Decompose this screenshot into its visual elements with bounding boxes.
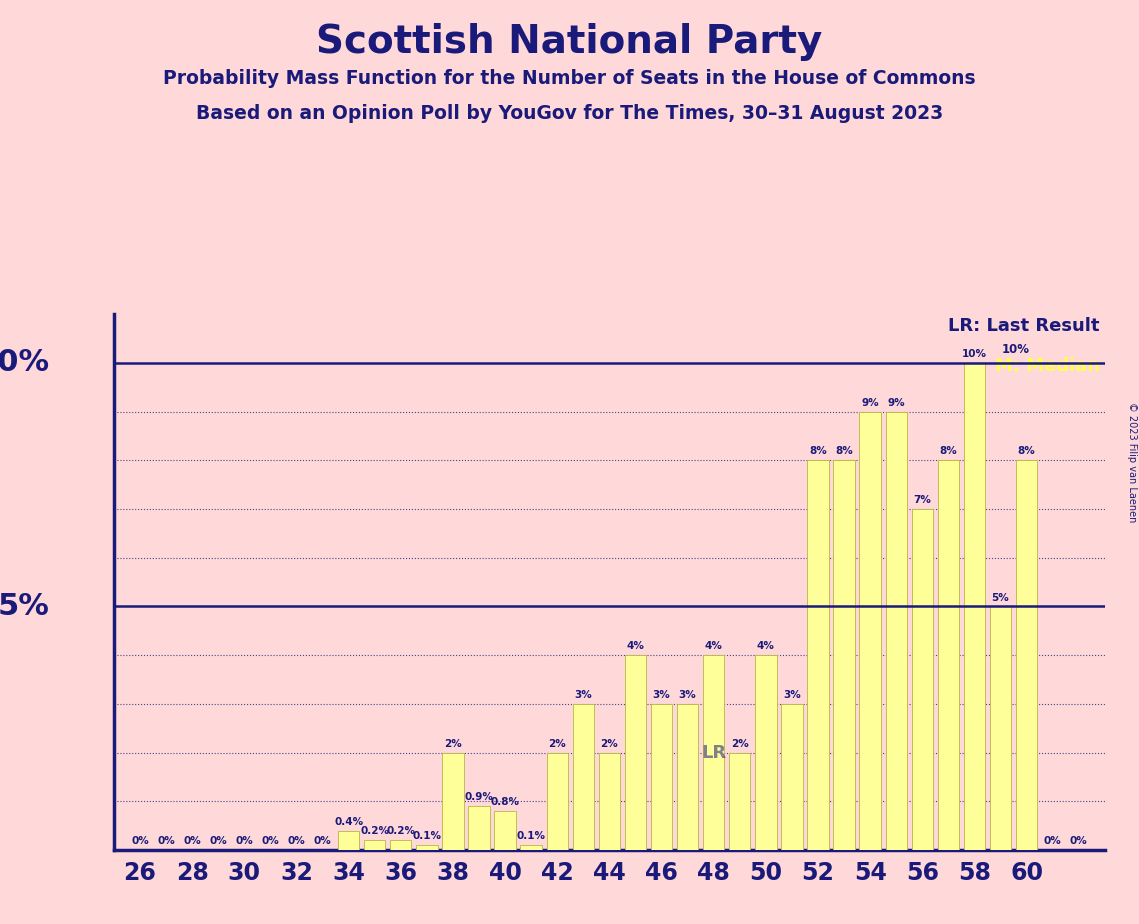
Text: 2%: 2% [444, 739, 461, 748]
Text: 9%: 9% [861, 397, 879, 407]
Bar [468, 807, 490, 850]
Bar [834, 460, 854, 850]
Text: M: Median: M: Median [994, 357, 1100, 375]
Bar [911, 509, 933, 850]
Text: 4%: 4% [626, 641, 645, 651]
Text: 0.1%: 0.1% [412, 832, 441, 842]
Bar [364, 840, 385, 850]
Text: 0.4%: 0.4% [334, 817, 363, 827]
Text: 4%: 4% [705, 641, 722, 651]
Bar [729, 753, 751, 850]
Text: 7%: 7% [913, 495, 932, 505]
Bar [547, 753, 568, 850]
Bar [937, 460, 959, 850]
Bar [860, 411, 880, 850]
Bar [442, 753, 464, 850]
Text: 3%: 3% [679, 690, 696, 700]
Text: 5%: 5% [992, 592, 1009, 602]
Text: 8%: 8% [940, 446, 957, 456]
Text: 0%: 0% [1043, 836, 1062, 846]
Text: 10%: 10% [1001, 343, 1030, 356]
Text: 0%: 0% [313, 836, 331, 846]
Text: 8%: 8% [809, 446, 827, 456]
Text: Probability Mass Function for the Number of Seats in the House of Commons: Probability Mass Function for the Number… [163, 69, 976, 89]
Text: 0%: 0% [131, 836, 149, 846]
Text: Based on an Opinion Poll by YouGov for The Times, 30–31 August 2023: Based on an Opinion Poll by YouGov for T… [196, 104, 943, 124]
Text: 3%: 3% [653, 690, 671, 700]
Bar [885, 411, 907, 850]
Text: 0.8%: 0.8% [491, 797, 519, 808]
Bar [964, 363, 985, 850]
Text: 0%: 0% [287, 836, 305, 846]
Bar [781, 704, 803, 850]
Text: 10%: 10% [962, 349, 988, 359]
Text: 9%: 9% [887, 397, 906, 407]
Bar [521, 845, 542, 850]
Text: 3%: 3% [782, 690, 801, 700]
Bar [338, 831, 359, 850]
Text: 0.1%: 0.1% [517, 832, 546, 842]
Bar [1016, 460, 1038, 850]
Text: 0%: 0% [210, 836, 227, 846]
Bar [808, 460, 829, 850]
Text: 8%: 8% [1018, 446, 1035, 456]
Text: © 2023 Filip van Laenen: © 2023 Filip van Laenen [1126, 402, 1137, 522]
Text: 0.2%: 0.2% [386, 826, 416, 836]
Text: 3%: 3% [574, 690, 592, 700]
Bar [625, 655, 646, 850]
Text: 5%: 5% [0, 592, 49, 621]
Text: Scottish National Party: Scottish National Party [317, 23, 822, 61]
Bar [677, 704, 698, 850]
Text: 4%: 4% [757, 641, 775, 651]
Bar [416, 845, 437, 850]
Text: 0%: 0% [262, 836, 279, 846]
Text: 0%: 0% [236, 836, 253, 846]
Text: 0%: 0% [183, 836, 200, 846]
Text: 2%: 2% [600, 739, 618, 748]
Text: M: M [806, 630, 829, 650]
Text: 0.2%: 0.2% [360, 826, 390, 836]
Bar [755, 655, 777, 850]
Text: 10%: 10% [0, 348, 49, 377]
Bar [703, 655, 724, 850]
Text: 2%: 2% [548, 739, 566, 748]
Bar [494, 811, 516, 850]
Text: 8%: 8% [835, 446, 853, 456]
Text: 0.9%: 0.9% [465, 793, 493, 802]
Text: 2%: 2% [731, 739, 748, 748]
Bar [650, 704, 672, 850]
Text: 0%: 0% [157, 836, 175, 846]
Bar [573, 704, 593, 850]
Text: LR: LR [702, 744, 727, 761]
Bar [599, 753, 620, 850]
Text: 0%: 0% [1070, 836, 1088, 846]
Text: LR: Last Result: LR: Last Result [949, 317, 1100, 334]
Bar [990, 606, 1011, 850]
Bar [390, 840, 411, 850]
